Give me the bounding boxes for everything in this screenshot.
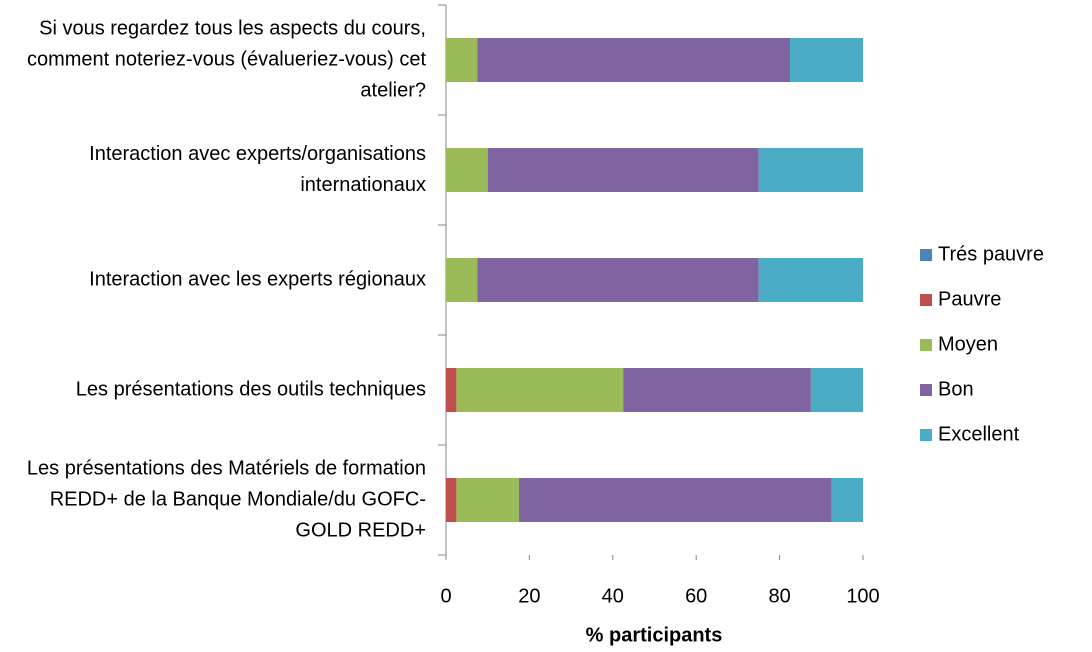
legend-label: Excellent <box>938 423 1020 445</box>
bar-segment <box>456 478 519 522</box>
bar-segment <box>456 368 624 412</box>
bar-segment <box>623 368 811 412</box>
bar-segment <box>446 478 457 522</box>
category-label: Les présentations des Matériels de forma… <box>26 457 426 542</box>
bar-segment <box>446 38 478 82</box>
legend-label: Moyen <box>938 333 998 355</box>
category-label: Interaction avec experts/organisations i… <box>89 143 426 196</box>
x-tick-label: 20 <box>518 585 540 607</box>
bar-segment <box>446 368 457 412</box>
category-label: Si vous regardez tous les aspects du cou… <box>26 17 426 102</box>
bar-segment <box>831 478 863 522</box>
bar-segment <box>487 148 759 192</box>
bar-segment <box>758 148 863 192</box>
bar-segment <box>790 38 863 82</box>
legend-label: Pauvre <box>938 288 1001 310</box>
legend-swatch <box>920 384 932 396</box>
bar-segment <box>477 258 759 302</box>
bar-segment <box>477 38 791 82</box>
category-label: Interaction avec les experts régionaux <box>89 268 426 291</box>
x-tick-label: 40 <box>602 585 624 607</box>
legend-swatch <box>920 339 932 351</box>
x-tick-label: 60 <box>685 585 707 607</box>
legend-label: Bon <box>938 378 974 400</box>
legend-swatch <box>920 249 932 261</box>
category-label: Les présentations des outils techniques <box>75 378 426 401</box>
bar-segment <box>446 258 478 302</box>
legend-swatch <box>920 429 932 441</box>
bar-segment <box>446 148 488 192</box>
bar-segment <box>518 478 832 522</box>
legend-swatch <box>920 294 932 306</box>
bar-segment <box>758 258 863 302</box>
bar-segment <box>810 368 863 412</box>
x-axis-title: % participants <box>586 624 723 646</box>
x-tick-label: 80 <box>768 585 790 607</box>
legend-label: Trés pauvre <box>938 243 1044 265</box>
x-tick-label: 0 <box>440 585 451 607</box>
x-tick-label: 100 <box>846 585 879 607</box>
